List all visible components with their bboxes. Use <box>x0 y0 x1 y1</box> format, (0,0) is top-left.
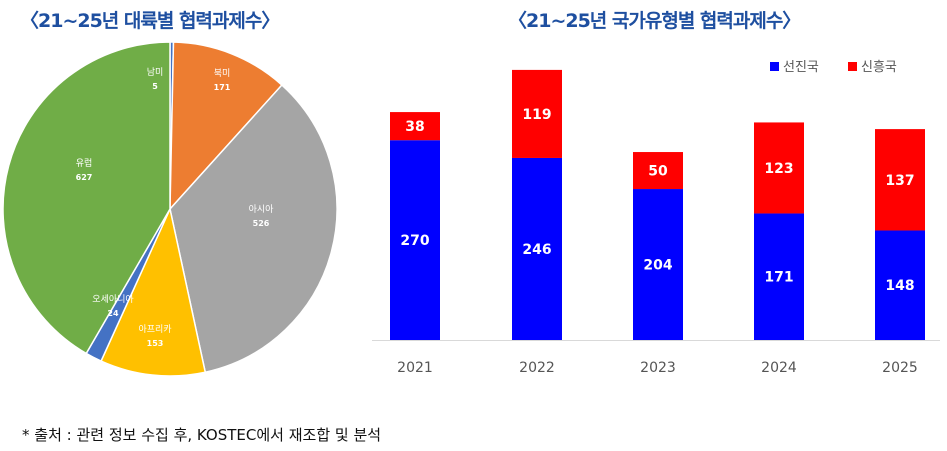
pie-value: 171 <box>214 83 231 92</box>
x-tick-label: 2024 <box>761 360 797 376</box>
x-tick-label: 2022 <box>519 360 555 376</box>
pie-slice <box>169 83 338 374</box>
bar-label: 38 <box>405 119 424 135</box>
pie-value: 5 <box>152 82 158 91</box>
pie-value: 153 <box>147 339 164 348</box>
bar-label: 246 <box>522 242 551 258</box>
x-tick-label: 2025 <box>882 360 918 376</box>
source-note: * 출처 : 관련 정보 수집 후, KOSTEC에서 재조합 및 분석 <box>22 426 382 444</box>
pie-value: 24 <box>107 309 119 318</box>
pie-value: 526 <box>253 219 270 228</box>
pie-label: 오세아니아 <box>92 294 134 305</box>
bar-title: 〈21~25년 국가유형별 협력과제수〉 <box>508 10 801 32</box>
bar-label: 171 <box>764 270 793 286</box>
legend-swatch <box>848 62 857 71</box>
bar-label: 119 <box>522 107 551 123</box>
legend-swatch <box>770 62 779 71</box>
pie-label: 아프리카 <box>138 324 171 335</box>
bar-label: 123 <box>764 161 793 177</box>
pie-label: 남미 <box>147 67 164 78</box>
legend-label: 선진국 <box>783 60 819 75</box>
pie-label: 아시아 <box>249 204 275 215</box>
pie-label: 유럽 <box>76 158 93 169</box>
pie-slice <box>100 206 207 377</box>
bar-segment <box>633 152 683 190</box>
bar-segment <box>754 213 804 340</box>
pie-label: 북미 <box>214 68 231 79</box>
bar-label: 137 <box>885 173 914 189</box>
bar-segment <box>512 69 562 158</box>
bar-segment <box>512 157 562 340</box>
legend-label: 신흥국 <box>861 60 897 75</box>
bar-segment <box>875 129 925 231</box>
bar-segment <box>875 230 925 340</box>
bar-label: 270 <box>400 233 429 249</box>
pie-title: 〈21~25년 대륙별 협력과제수〉 <box>20 10 280 32</box>
pie-slice <box>2 41 171 355</box>
bar-segment <box>390 112 440 141</box>
bar-label: 50 <box>648 164 668 180</box>
x-tick-label: 2021 <box>397 360 433 376</box>
x-tick-label: 2023 <box>640 360 676 376</box>
bar-segment <box>633 189 683 340</box>
bar-segment <box>754 122 804 214</box>
bar-label: 204 <box>643 258 672 274</box>
pie-value: 627 <box>76 173 93 182</box>
bar-label: 148 <box>885 278 914 294</box>
pie-slice <box>169 41 283 211</box>
bar-segment <box>390 140 440 340</box>
